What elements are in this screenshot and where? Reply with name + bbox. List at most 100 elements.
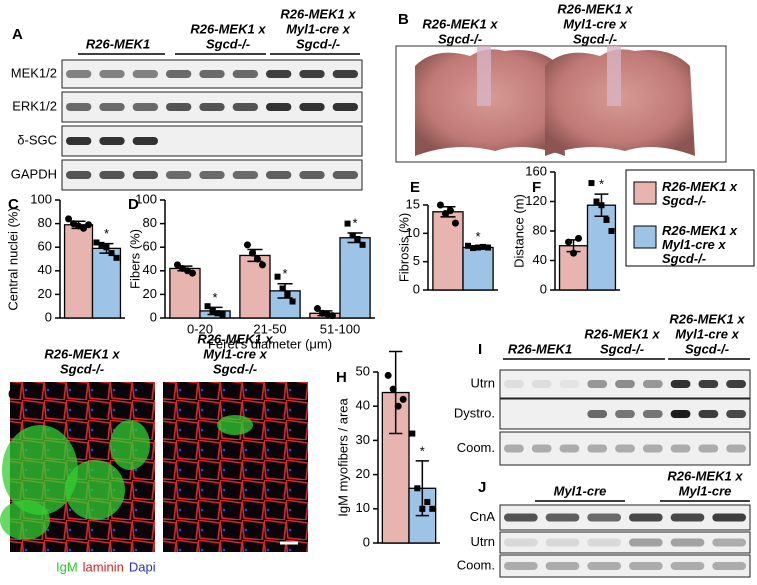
blot-row-label: GAPDH	[11, 166, 57, 181]
blot-band	[615, 410, 635, 418]
group-label: Sgcd-/-	[206, 36, 250, 51]
y-tick-label: 100	[135, 191, 157, 206]
data-point	[188, 269, 196, 277]
blot-band	[504, 562, 538, 570]
group-label: Myl1-cre x	[563, 16, 627, 31]
panel-letter: D	[128, 196, 139, 213]
blot-band	[531, 444, 552, 453]
data-point	[243, 241, 251, 249]
photo-tail	[607, 46, 621, 106]
x-tick-label: 0-20	[187, 321, 213, 336]
blot-row-label: Coom.	[457, 557, 495, 572]
blot-band	[299, 70, 325, 78]
y-tick-label: 20	[143, 286, 157, 301]
data-point	[414, 485, 421, 492]
blot-band	[670, 380, 691, 388]
blot-row-label: Utrn	[470, 375, 495, 390]
legend-label: R26-MEK1 x Myl1-cre x Sgcd-/-	[662, 223, 738, 266]
y-tick-label: 20	[38, 286, 52, 301]
y-tick-label: 60	[38, 239, 52, 254]
significance: *	[283, 266, 288, 281]
blot-band	[504, 513, 538, 522]
blot-band	[199, 70, 225, 78]
data-point	[470, 245, 477, 252]
blot-band	[642, 410, 663, 418]
x-tick-label: 51-100	[320, 321, 360, 336]
panel-letter: I	[478, 341, 482, 358]
data-point	[258, 261, 266, 269]
micrograph	[163, 382, 308, 552]
blot-band	[66, 70, 92, 78]
blot-band	[166, 70, 192, 78]
blot-band	[166, 171, 192, 179]
data-point	[279, 285, 286, 292]
blot-band	[670, 538, 705, 547]
blot-band	[66, 103, 92, 111]
panel-letter: J	[478, 479, 486, 496]
igm-stain	[217, 415, 253, 435]
y-tick-label: 0	[540, 281, 547, 296]
blot-row-label: Utrn	[470, 534, 495, 549]
blot-band	[698, 380, 719, 388]
blot-row-label: ERK1/2	[12, 98, 57, 113]
blot-band	[332, 70, 358, 78]
error-bar	[389, 350, 403, 435]
data-point	[603, 216, 610, 223]
group-label: Sgcd-/-	[438, 31, 482, 46]
igm-stain	[65, 460, 125, 520]
y-tick-label: 40	[533, 252, 547, 267]
blot-band	[199, 171, 225, 179]
blot-band	[266, 171, 292, 179]
x-tick-label: 21-50	[253, 321, 286, 336]
data-point	[480, 243, 487, 250]
y-tick-label: 80	[38, 215, 52, 230]
y-axis-label: Central nuclei (%)	[5, 207, 20, 310]
group-label: Sgcd-/-	[685, 341, 729, 356]
y-tick-label: 10	[406, 225, 420, 240]
data-point	[103, 244, 110, 251]
blot-band	[132, 103, 158, 111]
data-point	[219, 311, 226, 318]
blot-band	[629, 513, 663, 522]
data-point	[424, 498, 431, 505]
significance: *	[353, 215, 358, 230]
blot-frame	[499, 431, 751, 466]
blot-band	[587, 538, 621, 547]
panel-letter: A	[12, 26, 23, 43]
group-label: R26-MEK1 x	[422, 16, 498, 31]
blot-band	[642, 380, 663, 388]
blot-row-label: Coom.	[457, 440, 495, 455]
bar	[339, 237, 371, 319]
blot-band	[66, 137, 92, 145]
data-point	[598, 202, 605, 209]
blot-band	[615, 444, 635, 453]
group-label: Myl1-cre x	[286, 21, 350, 36]
data-point	[108, 250, 115, 257]
group-label: Myl1-cre	[554, 483, 607, 498]
y-tick-label: 20	[356, 466, 370, 481]
blot-band	[670, 444, 691, 453]
data-point	[359, 241, 366, 248]
data-point	[204, 303, 211, 310]
y-tick-label: 80	[143, 215, 157, 230]
blot-band	[559, 380, 580, 388]
y-axis-label: Distance (m)	[511, 194, 526, 268]
group-label: Sgcd-/-	[600, 341, 644, 356]
blot-band	[726, 380, 746, 388]
y-tick-label: 0	[45, 309, 52, 324]
data-point	[394, 402, 402, 410]
blot-band	[642, 444, 663, 453]
panel-letter: B	[398, 11, 409, 28]
blot-band	[232, 70, 258, 78]
significance: *	[213, 290, 218, 305]
significance: *	[599, 177, 604, 192]
blot-band	[332, 103, 358, 111]
blot-band	[504, 538, 538, 547]
data-point	[465, 242, 472, 249]
blot-band	[545, 562, 580, 570]
blot-band	[332, 171, 358, 179]
group-label: R26-MEK1 x	[584, 326, 660, 341]
panel-letter: F	[532, 179, 541, 196]
blot-row-label: Dystro.	[454, 405, 495, 420]
